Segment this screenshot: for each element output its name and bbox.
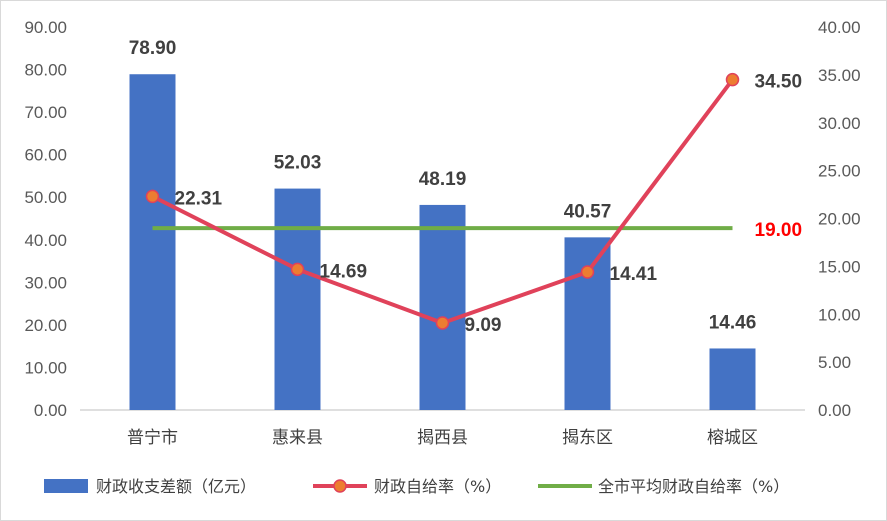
ratio-marker xyxy=(435,316,450,330)
bar xyxy=(709,348,756,410)
right-axis-tick: 10.00 xyxy=(818,305,861,324)
legend-label: 全市平均财政自给率（%） xyxy=(598,477,789,496)
right-axis-tick: 20.00 xyxy=(818,210,861,229)
bar-data-label: 48.19 xyxy=(419,169,467,190)
bar-data-label: 78.90 xyxy=(129,38,177,59)
right-axis-tick: 30.00 xyxy=(818,114,861,133)
ratio-marker xyxy=(145,189,160,204)
bar-data-label: 40.57 xyxy=(564,201,612,222)
bar-data-label: 52.03 xyxy=(274,153,322,174)
bar xyxy=(129,74,176,410)
left-axis-tick: 50.00 xyxy=(24,188,67,207)
right-axis-tick: 5.00 xyxy=(818,353,851,372)
right-axis-tick: 40.00 xyxy=(818,18,861,37)
average-data-label: 19.00 xyxy=(755,220,803,241)
legend-swatch-marker xyxy=(333,479,347,493)
left-axis-tick: 0.00 xyxy=(34,401,67,420)
ratio-data-label: 14.41 xyxy=(610,264,658,285)
category-label: 榕城区 xyxy=(707,428,758,448)
left-axis-tick: 40.00 xyxy=(24,231,67,250)
category-label: 揭西县 xyxy=(417,428,468,448)
category-label: 揭东区 xyxy=(562,428,613,448)
left-axis-tick: 90.00 xyxy=(24,18,67,37)
ratio-data-label: 34.50 xyxy=(755,72,803,93)
right-axis-tick: 0.00 xyxy=(818,401,851,420)
left-axis-tick: 80.00 xyxy=(24,61,67,80)
ratio-data-label: 22.31 xyxy=(175,188,223,209)
category-label: 惠来县 xyxy=(272,428,323,448)
bar-data-label: 14.46 xyxy=(709,312,757,333)
left-axis-tick: 30.00 xyxy=(24,273,67,292)
left-axis-tick: 10.00 xyxy=(24,358,67,377)
bar xyxy=(274,188,321,410)
ratio-marker xyxy=(580,265,595,279)
legend-label: 财政收支差额（亿元） xyxy=(96,477,256,496)
ratio-data-label: 9.09 xyxy=(465,315,502,336)
ratio-data-label: 14.69 xyxy=(320,261,368,282)
left-axis-tick: 20.00 xyxy=(24,316,67,335)
bar xyxy=(564,237,611,410)
bar xyxy=(419,204,466,410)
right-axis-tick: 25.00 xyxy=(818,162,861,181)
left-axis-tick: 70.00 xyxy=(24,103,67,122)
legend-swatch-bar xyxy=(44,479,88,493)
right-axis-tick: 15.00 xyxy=(818,257,861,276)
right-axis-tick: 35.00 xyxy=(818,66,861,85)
left-axis-tick: 60.00 xyxy=(24,146,67,165)
category-label: 普宁市 xyxy=(127,428,178,448)
legend-label: 财政自给率（%） xyxy=(374,477,501,496)
ratio-marker xyxy=(725,72,740,87)
ratio-marker xyxy=(290,262,305,277)
